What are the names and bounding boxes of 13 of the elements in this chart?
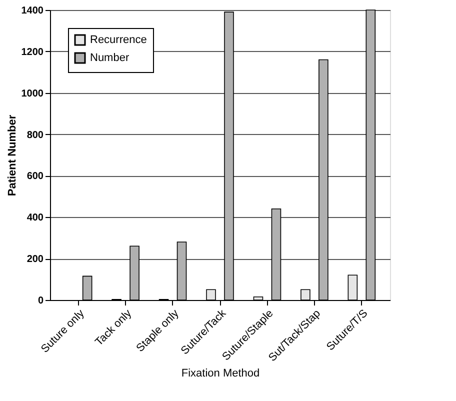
x-axis-title: Fixation Method: [181, 367, 260, 380]
y-axis-title: Patient Number: [6, 114, 18, 196]
y-tick-label: 800: [26, 130, 44, 141]
x-tick-label: Tack only: [93, 307, 134, 348]
legend-label: Number: [90, 52, 130, 64]
y-tick-label: 1000: [21, 88, 44, 100]
y-tick-label: 400: [26, 212, 44, 224]
y-tick-label: 200: [26, 254, 44, 266]
y-tick-label: 1400: [21, 6, 44, 16]
y-tick-label: 0: [38, 296, 44, 306]
y-tick-label: 600: [26, 171, 44, 182]
y-tick-label: 1200: [21, 46, 44, 58]
legend-label: Recurrence: [90, 34, 147, 46]
